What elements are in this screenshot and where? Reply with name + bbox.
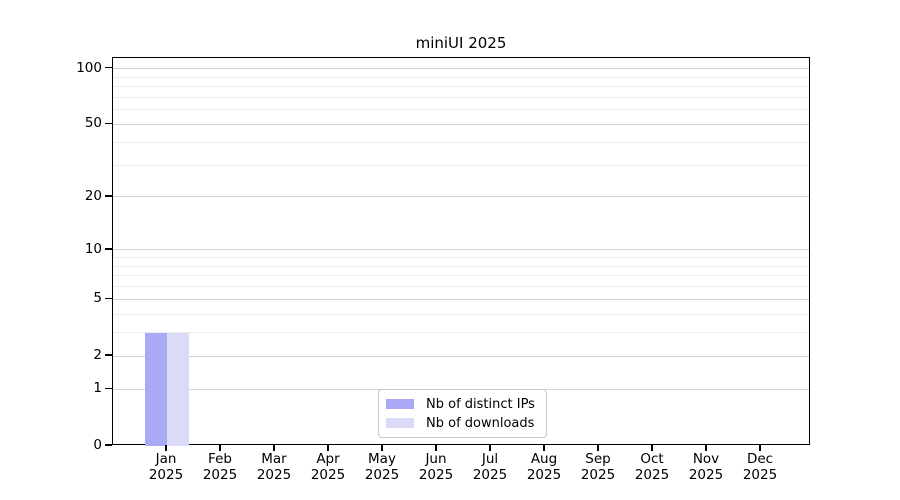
x-tick-mark [381, 445, 383, 451]
y-gridline-minor [113, 109, 809, 111]
x-tick-label: Jun 2025 [418, 451, 454, 483]
x-tick-mark [597, 445, 599, 451]
y-gridline-minor [113, 76, 809, 78]
y-tick-label: 5 [93, 290, 102, 307]
y-tick-label: 1 [93, 380, 102, 397]
x-tick-mark [165, 445, 167, 451]
x-tick-label: Oct 2025 [634, 451, 670, 483]
x-tick-mark [759, 445, 761, 451]
y-tick-mark [105, 195, 112, 197]
x-tick-label: Mar 2025 [256, 451, 292, 483]
y-gridline-minor [113, 96, 809, 98]
y-gridline-minor [113, 265, 809, 267]
plot-area [112, 57, 810, 446]
y-gridline-minor [113, 313, 809, 315]
legend-label-distinct-ips: Nb of distinct IPs [426, 396, 535, 412]
legend-swatch-distinct-ips [386, 399, 414, 409]
legend: Nb of distinct IPs Nb of downloads [378, 389, 547, 438]
x-tick-label: May 2025 [364, 451, 400, 483]
y-gridline-major [113, 196, 809, 198]
y-tick-label: 10 [84, 240, 102, 257]
bar-downloads [167, 332, 189, 446]
y-gridline-major [113, 68, 809, 69]
x-tick-mark [435, 445, 437, 451]
x-tick-mark [705, 445, 707, 451]
x-tick-label: Jul 2025 [472, 451, 508, 483]
y-tick-mark [105, 297, 112, 300]
y-tick-label: 20 [84, 187, 102, 204]
y-gridline-minor [113, 275, 809, 277]
x-tick-label: Feb 2025 [202, 451, 238, 483]
y-tick-label: 2 [93, 347, 102, 364]
x-tick-label: Sep 2025 [580, 451, 616, 483]
x-tick-label: Nov 2025 [688, 451, 724, 483]
y-tick-mark [105, 444, 112, 446]
x-tick-mark [219, 445, 221, 451]
y-tick-mark [105, 354, 112, 356]
y-gridline-major [113, 249, 809, 251]
y-tick-mark [105, 387, 112, 389]
y-gridline-major [113, 298, 809, 300]
y-gridline-major [113, 123, 809, 125]
y-tick-mark [105, 248, 112, 250]
legend-item-downloads: Nb of downloads [386, 415, 546, 431]
x-tick-mark [327, 445, 329, 451]
y-gridline-minor [113, 257, 809, 259]
x-tick-label: Jan 2025 [148, 451, 184, 483]
y-gridline-minor [113, 286, 809, 288]
y-tick-label: 50 [84, 115, 102, 132]
x-tick-mark [543, 445, 545, 451]
x-tick-label: Aug 2025 [526, 451, 562, 483]
y-gridline-minor [113, 164, 809, 166]
legend-label-downloads: Nb of downloads [426, 415, 535, 431]
legend-item-distinct-ips: Nb of distinct IPs [386, 396, 546, 412]
x-tick-mark [651, 445, 653, 451]
x-tick-mark [273, 445, 275, 451]
x-tick-mark [489, 445, 491, 451]
y-tick-label: 0 [93, 437, 102, 453]
y-gridline-major [113, 355, 809, 357]
chart-title: miniUI 2025 [415, 34, 507, 52]
x-tick-label: Dec 2025 [742, 451, 778, 483]
legend-swatch-downloads [386, 418, 414, 428]
y-tick-label: 100 [76, 59, 102, 76]
y-gridline-minor [113, 141, 809, 143]
bar-distinct-ips [145, 332, 167, 446]
y-tick-mark [105, 122, 112, 125]
y-tick-mark [105, 66, 112, 69]
y-gridline-minor [113, 332, 809, 334]
x-tick-label: Apr 2025 [310, 451, 346, 483]
y-gridline-minor [113, 86, 809, 88]
